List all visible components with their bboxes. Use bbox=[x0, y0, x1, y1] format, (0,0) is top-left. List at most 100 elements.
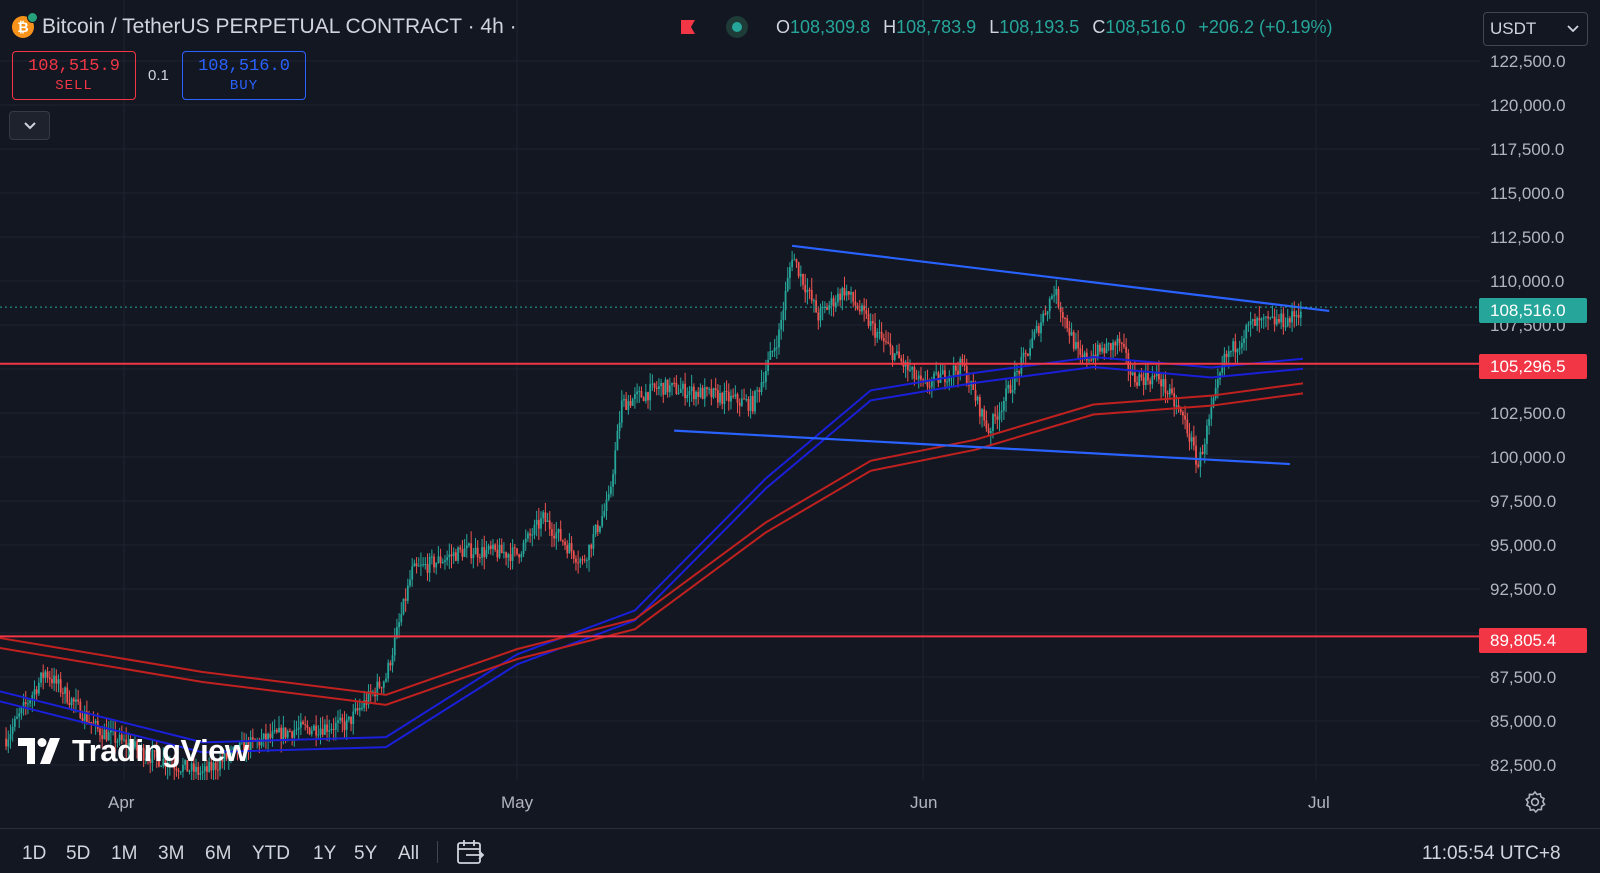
candle-body bbox=[411, 566, 414, 580]
range-ytd[interactable]: YTD bbox=[252, 843, 290, 864]
market-open-icon[interactable] bbox=[726, 16, 748, 38]
candle-body bbox=[22, 702, 25, 708]
candle-body bbox=[900, 358, 903, 362]
candle-body bbox=[131, 747, 134, 752]
symbol-header[interactable]: ₿ Bitcoin / TetherUS PERPETUAL CONTRACT … bbox=[12, 12, 517, 42]
price-chart[interactable] bbox=[0, 0, 1480, 780]
candle-body bbox=[1072, 332, 1075, 349]
candle-body bbox=[631, 398, 634, 406]
candle-body bbox=[142, 747, 145, 761]
symbol-title[interactable]: Bitcoin / TetherUS PERPETUAL CONTRACT · … bbox=[42, 15, 517, 38]
candle-body bbox=[1208, 418, 1211, 426]
candle-body bbox=[874, 323, 876, 338]
candle-body bbox=[893, 353, 896, 361]
currency-select[interactable]: USDT bbox=[1483, 12, 1588, 46]
candle-body bbox=[20, 707, 23, 714]
candle-body bbox=[1182, 412, 1184, 416]
candle-body bbox=[1005, 388, 1007, 402]
candle-body bbox=[885, 341, 887, 343]
logo-text: TradingView bbox=[72, 733, 249, 768]
range-1m[interactable]: 1M bbox=[111, 843, 138, 864]
buy-button[interactable]: 108,516.0 BUY bbox=[182, 51, 306, 100]
range-5y[interactable]: 5Y bbox=[354, 843, 378, 864]
range-6m[interactable]: 6M bbox=[205, 843, 232, 864]
chart-settings-button[interactable] bbox=[1520, 787, 1550, 817]
clock-timezone[interactable]: 11:05:54 UTC+8 bbox=[1422, 843, 1561, 864]
blue-moving-average bbox=[0, 355, 1304, 744]
candle-body bbox=[832, 298, 835, 307]
price-tick: 115,000.0 bbox=[1490, 184, 1565, 203]
chart-pane[interactable] bbox=[0, 0, 1480, 780]
candle-body bbox=[1068, 328, 1071, 336]
candle-body bbox=[920, 375, 922, 380]
candle-body bbox=[350, 716, 352, 725]
candle-body bbox=[1103, 347, 1106, 354]
candle-body bbox=[1212, 397, 1215, 408]
candle-body bbox=[1171, 388, 1173, 394]
sell-button[interactable]: 108,515.9 SELL bbox=[12, 51, 136, 100]
candle-body bbox=[400, 614, 403, 623]
candle-body bbox=[712, 388, 715, 398]
range-3m[interactable]: 3M bbox=[158, 843, 185, 864]
candle-body bbox=[891, 346, 894, 361]
candle-body bbox=[489, 545, 492, 549]
candle-body bbox=[1081, 354, 1084, 357]
candle-body bbox=[605, 499, 608, 512]
candle-body bbox=[1203, 443, 1206, 454]
order-quantity[interactable]: 0.1 bbox=[148, 67, 169, 84]
candle-body bbox=[79, 701, 82, 719]
candle-body bbox=[898, 351, 900, 359]
candle-body bbox=[640, 391, 643, 398]
candle-body bbox=[221, 759, 224, 762]
candle-body bbox=[1107, 343, 1110, 345]
candle-body bbox=[913, 367, 916, 379]
candle-body bbox=[470, 543, 473, 559]
candle-body bbox=[937, 372, 940, 383]
candle-body bbox=[1299, 311, 1302, 318]
candle-body bbox=[1155, 372, 1158, 377]
candle-body bbox=[1046, 311, 1049, 315]
candle-body bbox=[629, 401, 632, 406]
range-1d[interactable]: 1D bbox=[22, 843, 47, 864]
candle-body bbox=[863, 305, 866, 311]
candle-body bbox=[1192, 437, 1195, 446]
candle-body bbox=[1227, 351, 1230, 358]
range-1y[interactable]: 1Y bbox=[313, 843, 337, 864]
candle-body bbox=[1075, 342, 1077, 349]
collapse-legend-button[interactable] bbox=[9, 111, 50, 140]
candle-body bbox=[293, 730, 296, 738]
candle-body bbox=[917, 375, 920, 379]
calendar-range-icon[interactable] bbox=[456, 839, 486, 865]
candle-body bbox=[716, 390, 719, 403]
candle-body bbox=[345, 719, 348, 731]
candle-body bbox=[158, 756, 160, 767]
candle-body bbox=[1077, 342, 1080, 349]
candle-body bbox=[1188, 433, 1191, 442]
candle-body bbox=[727, 391, 730, 402]
candle-body bbox=[533, 524, 536, 535]
candle-body bbox=[347, 716, 350, 720]
candle-body bbox=[1000, 410, 1003, 413]
candle-body bbox=[638, 391, 641, 393]
sell-price: 108,515.9 bbox=[28, 57, 120, 76]
candle-body bbox=[911, 367, 914, 370]
candle-body bbox=[402, 598, 405, 615]
candle-body bbox=[13, 718, 16, 727]
candle-body bbox=[983, 409, 986, 421]
flag-icon[interactable] bbox=[680, 19, 696, 35]
candle-body bbox=[125, 739, 128, 748]
candle-body bbox=[579, 559, 582, 563]
candle-body bbox=[177, 770, 180, 772]
candle-body bbox=[963, 364, 966, 367]
candle-body bbox=[258, 740, 261, 746]
range-5d[interactable]: 5D bbox=[66, 843, 91, 864]
candle-body bbox=[791, 260, 793, 268]
candle-body bbox=[1160, 379, 1162, 387]
range-all[interactable]: All bbox=[398, 843, 420, 864]
time-tick: Jul bbox=[1308, 793, 1330, 812]
candle-body bbox=[841, 287, 844, 301]
candle-body bbox=[450, 554, 453, 557]
candle-body bbox=[1055, 288, 1058, 296]
candle-body bbox=[356, 708, 359, 711]
candle-body bbox=[1125, 346, 1128, 353]
